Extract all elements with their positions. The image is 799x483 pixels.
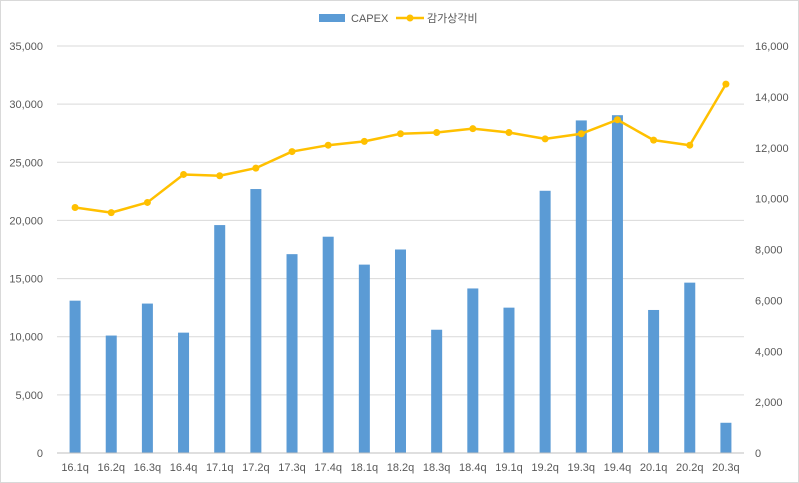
point-depreciation [613,116,621,124]
legend-swatch-capex [319,14,345,22]
y-left-tick-label: 5,000 [15,390,43,402]
y-left-tick-label: 10,000 [9,332,43,344]
bar-capex [395,249,406,453]
x-tick-label: 19.4q [604,462,632,474]
x-tick-label: 16.3q [134,462,162,474]
x-tick-label: 16.1q [61,462,89,474]
x-tick-label: 19.1q [495,462,523,474]
point-depreciation [397,130,404,138]
x-tick-label: 18.4q [459,462,487,474]
bar-capex [720,422,732,453]
point-depreciation [686,141,694,149]
y-right-tick-label: 10,000 [755,194,789,206]
y-left-tick-label: 30,000 [9,99,43,111]
y-left-tick-label: 20,000 [9,215,43,227]
point-depreciation [180,170,188,178]
x-tick-label: 19.2q [531,462,559,474]
point-depreciation [143,198,151,206]
legend: CAPEX 감가상각비 [319,12,478,25]
point-depreciation [433,128,441,136]
bar-capex [358,264,370,453]
x-tick-label: 16.4q [170,462,198,474]
depreciation-series [71,80,730,217]
bar-capex [250,189,262,453]
bar-capex [575,120,587,454]
y-right-tick-label: 12,000 [755,143,789,155]
y-right-tick-label: 2,000 [755,397,783,409]
point-depreciation [360,137,368,145]
bar-capex [214,225,226,453]
capex-bars [69,115,732,454]
y-left-tick-label: 25,000 [9,157,43,169]
bar-capex [141,303,153,453]
point-depreciation [71,204,79,212]
point-depreciation [505,128,513,136]
bar-capex [69,300,81,453]
point-depreciation [541,135,549,143]
bar-capex [503,307,515,453]
axes: 0 5,000 10,000 15,000 20,000 25,000 30,000 35,0… [9,41,788,474]
point-depreciation [288,148,296,156]
x-tick-label: 19.3q [568,462,596,474]
y-right-tick-label: 0 [755,448,761,460]
legend-label-capex: CAPEX [351,13,389,25]
bar-capex [648,309,660,453]
point-depreciation [216,172,224,180]
point-depreciation [107,209,115,217]
y-left-tick-label: 35,000 [9,41,43,53]
x-tick-label: 18.3q [423,462,451,474]
x-tick-label: 20.1q [640,462,668,474]
point-depreciation [252,164,260,172]
bar-capex [322,236,334,453]
y-right-tick-label: 14,000 [755,92,789,104]
x-tick-label: 18.1q [351,462,379,474]
bar-capex [105,335,117,453]
bar-capex [611,115,623,453]
bar-capex [539,190,551,454]
y-right-tick-label: 6,000 [755,295,783,307]
bar-capex [178,332,190,453]
bar-capex [684,282,696,453]
y-right-tick-label: 4,000 [755,346,783,358]
bar-capex [467,288,479,453]
x-tick-label: 17.3q [278,462,306,474]
point-depreciation [577,130,585,138]
bar-capex [286,254,298,453]
x-tick-label: 18.2q [387,462,415,474]
point-depreciation [722,80,730,88]
point-depreciation [324,141,332,149]
point-depreciation [650,136,658,144]
x-tick-label: 17.1q [206,462,234,474]
x-tick-label: 20.2q [676,462,704,474]
x-tick-label: 17.2q [242,462,270,474]
y-left-tick-label: 0 [37,448,43,460]
y-right-tick-label: 16,000 [755,41,789,53]
x-tick-label: 16.2q [97,462,125,474]
legend-marker-depreciation [406,14,414,22]
line-depreciation [74,83,727,214]
y-left-tick-label: 15,000 [9,274,43,286]
legend-label-depreciation: 감가상각비 [427,12,478,25]
bar-capex [431,329,443,453]
y-right-tick-label: 8,000 [755,245,783,257]
x-tick-label: 17.4q [314,462,342,474]
x-tick-label: 20.3q [712,462,740,474]
point-depreciation [469,125,477,133]
